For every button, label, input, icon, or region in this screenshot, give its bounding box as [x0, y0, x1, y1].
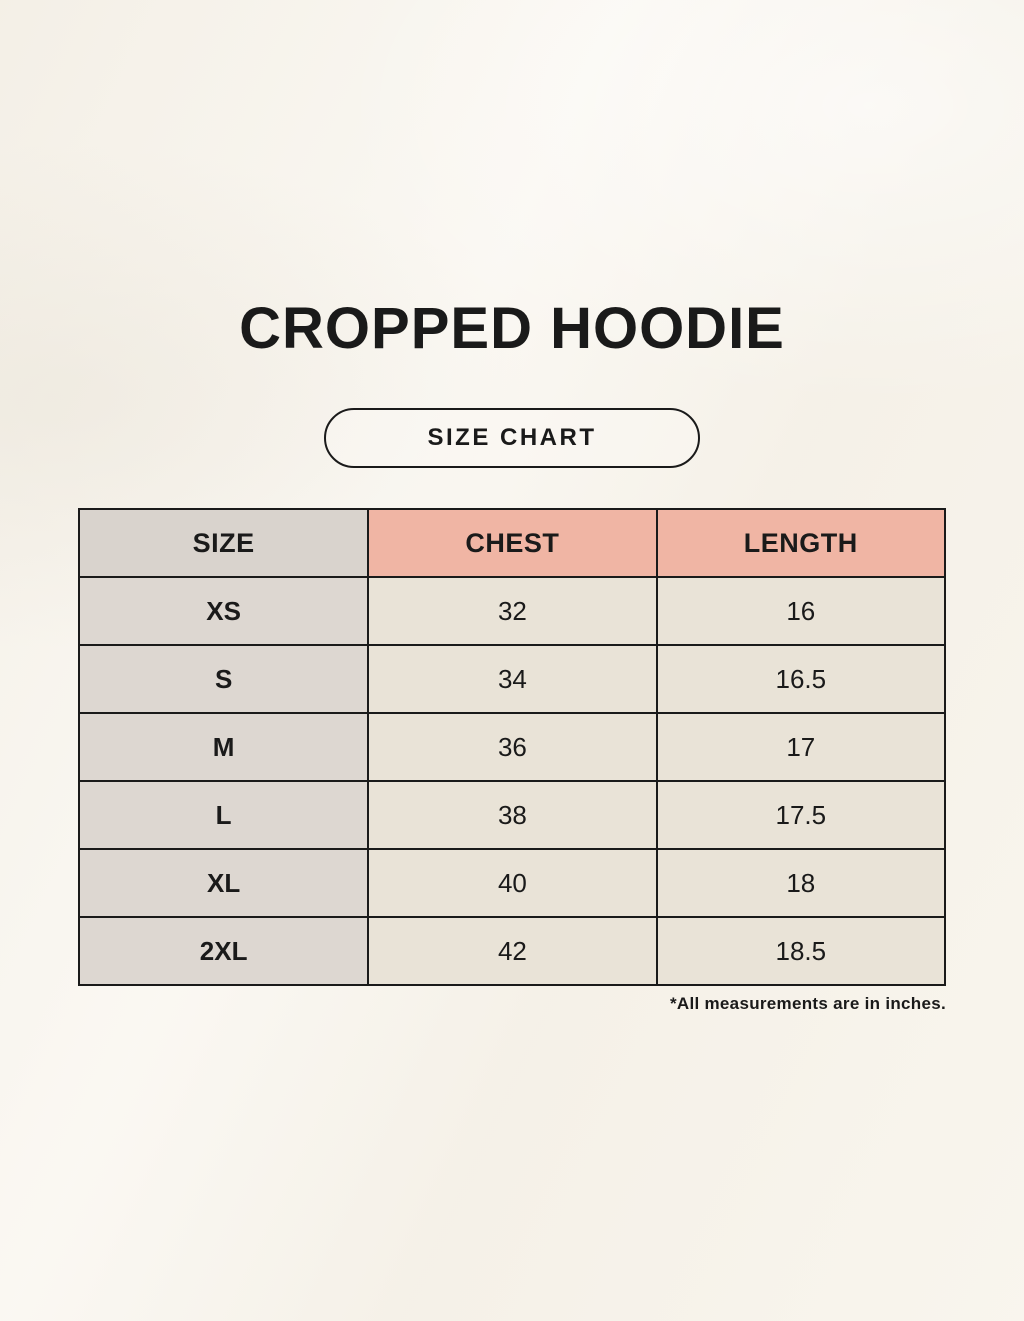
chest-value: 38 [367, 780, 658, 850]
measurements-footnote: *All measurements are in inches. [669, 994, 946, 1013]
size-chart-table: SIZE CHEST LENGTH XS 32 16 S 34 16.5 M 3… [77, 508, 947, 986]
table-row: XS 32 16 [77, 576, 947, 646]
size-label: M [77, 712, 370, 782]
size-chart-page: CROPPED HOODIE SIZE CHART SIZE CHEST LEN… [77, 296, 947, 1013]
length-value: 17 [655, 712, 947, 782]
length-value: 18 [655, 848, 947, 918]
chest-value: 32 [367, 576, 658, 646]
chest-value: 34 [367, 644, 658, 714]
size-label: XS [77, 576, 370, 646]
size-chart-badge-label: SIZE CHART [427, 424, 597, 451]
table-row: 2XL 42 18.5 [77, 916, 947, 986]
chest-value: 36 [367, 712, 658, 782]
size-label: S [77, 644, 370, 714]
size-chart-badge: SIZE CHART [324, 408, 700, 468]
chest-value: 42 [367, 916, 658, 986]
column-header-size: SIZE [77, 508, 370, 578]
table-header-row: SIZE CHEST LENGTH [77, 508, 947, 578]
size-label: XL [77, 848, 370, 918]
table-row: XL 40 18 [77, 848, 947, 918]
size-label: 2XL [77, 916, 370, 986]
length-value: 18.5 [655, 916, 947, 986]
column-header-chest: CHEST [367, 508, 658, 578]
length-value: 17.5 [655, 780, 947, 850]
size-label: L [77, 780, 370, 850]
length-value: 16.5 [655, 644, 947, 714]
table-row: L 38 17.5 [77, 780, 947, 850]
column-header-length: LENGTH [655, 508, 947, 578]
table-row: S 34 16.5 [77, 644, 947, 714]
page-title: CROPPED HOODIE [239, 296, 785, 361]
table-row: M 36 17 [77, 712, 947, 782]
chest-value: 40 [367, 848, 658, 918]
length-value: 16 [655, 576, 947, 646]
